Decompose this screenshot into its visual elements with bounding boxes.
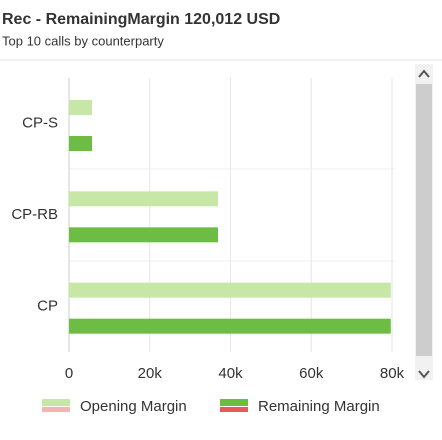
chart-subtitle: Top 10 calls by counterparty bbox=[2, 33, 164, 48]
y-tick-label: CP bbox=[37, 297, 58, 314]
x-tick-label: 80k bbox=[380, 365, 405, 382]
y-tick-label: CP-S bbox=[22, 115, 58, 132]
scroll-up[interactable] bbox=[418, 69, 430, 78]
legend-swatch bbox=[220, 399, 248, 406]
legend-swatch bbox=[42, 399, 70, 406]
bar bbox=[69, 136, 93, 151]
legend-label: Opening Margin bbox=[80, 398, 187, 415]
legend-swatch-lower bbox=[220, 407, 248, 412]
bar bbox=[69, 282, 391, 298]
bar bbox=[69, 227, 218, 243]
bar bbox=[69, 318, 391, 334]
x-tick-label: 0 bbox=[65, 365, 73, 382]
legend-label: Remaining Margin bbox=[258, 398, 380, 415]
scroll-thumb[interactable] bbox=[416, 84, 432, 356]
scroll-down[interactable] bbox=[418, 370, 430, 379]
bar bbox=[69, 100, 93, 115]
chart-title: Rec - RemainingMargin 120,012 USD bbox=[2, 11, 280, 28]
x-tick-label: 20k bbox=[138, 365, 163, 382]
x-tick-label: 40k bbox=[218, 365, 243, 382]
y-tick-label: CP-RB bbox=[11, 206, 58, 223]
x-tick-label: 60k bbox=[299, 365, 324, 382]
legend-swatch-lower bbox=[42, 407, 70, 412]
bar bbox=[69, 191, 218, 207]
scrollbar[interactable] bbox=[415, 64, 433, 380]
